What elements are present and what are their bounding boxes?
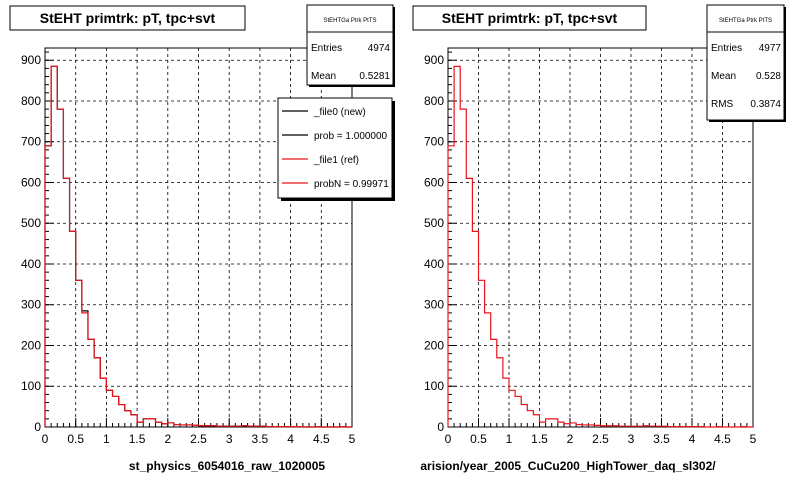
x-tick-label: 0 <box>42 432 49 446</box>
y-tick-label: 300 <box>424 298 444 312</box>
legend-label: _file1 (ref) <box>313 155 359 166</box>
stats-title: StEHTGa Ptrk PtTS <box>323 18 376 24</box>
x-tick-label: 2 <box>164 432 171 446</box>
x-tick-label: 4 <box>287 432 294 446</box>
x-tick-label: 2.5 <box>592 432 609 446</box>
x-tick-label: 1 <box>506 432 513 446</box>
y-tick-label: 600 <box>21 175 41 189</box>
x-tick-label: 2 <box>567 432 574 446</box>
legend-box <box>277 97 393 199</box>
x-tick-label: 0.5 <box>67 432 84 446</box>
stats-row-label: Entries <box>711 43 742 54</box>
histogram-pad-1: 0 0.5 1 1.5 2 2.5 3 3.5 4 4.5 5 0 100 200 300 400 500 600… <box>9 4 395 473</box>
x-tick-label: 1 <box>103 432 110 446</box>
y-tick-label: 400 <box>21 257 41 271</box>
chart-title: StEHT primtrk: pT, tpc+svt <box>40 10 216 26</box>
x-tick-label: 0.5 <box>470 432 487 446</box>
stats-box <box>706 4 785 121</box>
y-tick-label: 600 <box>424 175 444 189</box>
legend-label: _file0 (new) <box>313 107 366 118</box>
y-tick-label: 700 <box>424 135 444 149</box>
plot-frame <box>447 47 754 428</box>
x-tick-label: 3 <box>226 432 233 446</box>
x-tick-label: 3.5 <box>252 432 269 446</box>
x-tick-label: 2.5 <box>190 432 207 446</box>
x-tick-label: 4.5 <box>714 432 731 446</box>
stats-row-value: 4974 <box>368 43 391 54</box>
legend-label: prob = 1.000000 <box>314 131 388 142</box>
y-tick-label: 500 <box>424 216 444 230</box>
y-tick-label: 0 <box>34 420 41 434</box>
stats-row-label: Mean <box>311 71 336 82</box>
y-tick-label: 900 <box>424 53 444 67</box>
legend-label: probN = 0.99971 <box>314 179 389 190</box>
y-tick-label: 800 <box>424 94 444 108</box>
legend-items: _file0 (new) prob = 1.000000 _file1 (ref) p… <box>282 107 389 190</box>
stats-row-label: Entries <box>311 43 342 54</box>
title-box <box>412 5 647 31</box>
chart-title: StEHT primtrk: pT, tpc+svt <box>442 10 618 26</box>
y-tick-label: 900 <box>21 53 41 67</box>
x-tick-label: 0 <box>445 432 452 446</box>
x-tick-label: 4 <box>689 432 696 446</box>
histogram-series-1 <box>447 65 753 428</box>
y-tick-label: 400 <box>424 257 444 271</box>
y-tick-label: 500 <box>21 216 41 230</box>
y-tick-label: 800 <box>21 94 41 108</box>
y-tick-label: 0 <box>437 420 444 434</box>
x-tick-label: 4.5 <box>313 432 330 446</box>
stats-row-value: 0.3874 <box>750 99 781 110</box>
x-tick-label: 1.5 <box>129 432 146 446</box>
stats-row-label: RMS <box>711 99 734 110</box>
stats-box <box>306 4 394 86</box>
y-tick-label: 700 <box>21 135 41 149</box>
x-axis-label: st_physics_6054016_raw_1020005 <box>129 459 325 473</box>
y-tick-label: 100 <box>424 379 444 393</box>
stats-row-value: 4977 <box>759 43 782 54</box>
x-tick-label: 1.5 <box>531 432 548 446</box>
x-tick-label: 3.5 <box>653 432 670 446</box>
title-box <box>9 5 246 31</box>
stats-row-value: 0.528 <box>756 71 781 82</box>
x-axis-label: arision/year_2005_CuCu200_HighTower_daq_… <box>420 459 716 473</box>
y-tick-label: 100 <box>21 379 41 393</box>
stats-row-value: 0.5281 <box>359 71 390 82</box>
stats-row-label: Mean <box>711 71 736 82</box>
histogram-pad-2: 0 0.5 1 1.5 2 2.5 3 3.5 4 4.5 5 0 100 200 300 400 500 600… <box>412 4 786 473</box>
stats-title: StEHTGa Ptrk PtTS <box>719 18 772 24</box>
x-tick-label: 5 <box>349 432 356 446</box>
y-tick-label: 200 <box>21 338 41 352</box>
histogram-series-2 <box>44 65 352 428</box>
x-tick-label: 3 <box>628 432 635 446</box>
y-tick-label: 300 <box>21 298 41 312</box>
x-tick-label: 5 <box>750 432 757 446</box>
y-tick-label: 200 <box>424 338 444 352</box>
